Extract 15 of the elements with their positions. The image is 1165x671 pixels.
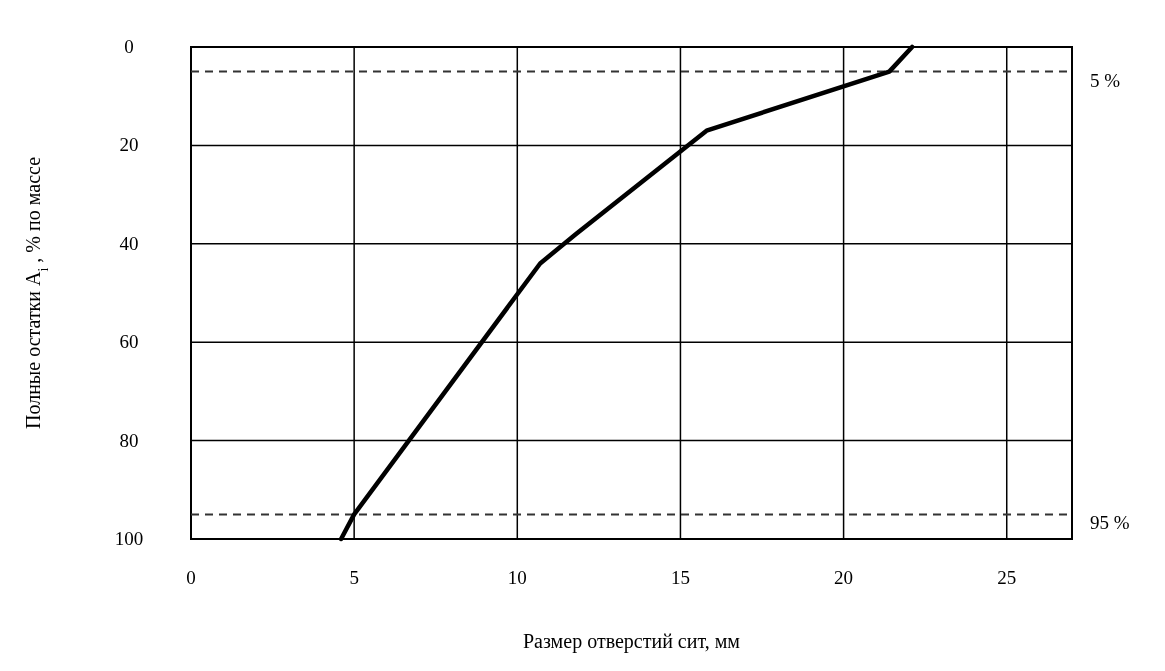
- x-tick-label: 0: [186, 567, 196, 588]
- ref-line-label: 95 %: [1090, 512, 1130, 534]
- x-tick-label: 20: [834, 567, 854, 588]
- y-tick-label: 60: [119, 331, 139, 353]
- y-tick-label: 40: [119, 232, 139, 254]
- y-tick-label: 80: [119, 429, 139, 451]
- x-axis-title: Размер отверстий сит, мм: [523, 630, 741, 653]
- x-tick-label: 5: [349, 567, 359, 588]
- x-tick-label: 15: [670, 567, 690, 588]
- y-tick-label: 0: [124, 36, 134, 57]
- x-tick-label: 25: [997, 567, 1017, 588]
- x-tick-label: 10: [507, 567, 527, 588]
- y-tick-label: 20: [119, 134, 139, 156]
- y-tick-label: 100: [114, 528, 144, 549]
- ref-line-label: 5 %: [1090, 69, 1121, 91]
